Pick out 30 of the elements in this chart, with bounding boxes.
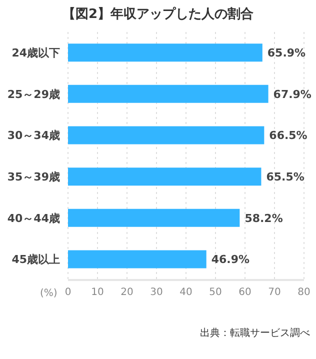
x-tick-label: 70 <box>268 287 281 298</box>
bar <box>68 208 240 227</box>
x-tick-label: 30 <box>150 287 163 298</box>
y-tick-label: 30～34歳 <box>7 129 60 142</box>
data-label: 65.9% <box>267 46 306 60</box>
y-tick-label: 24歳以下 <box>12 46 60 60</box>
y-tick-label: 45歳以上 <box>12 253 60 266</box>
bar <box>68 126 264 144</box>
bar <box>68 250 206 268</box>
x-tick-label: 40 <box>180 287 192 298</box>
bar <box>68 84 268 103</box>
data-label: 67.9% <box>273 88 312 101</box>
y-tick-label: 25～29歳 <box>7 88 60 101</box>
x-tick-label: 80 <box>298 287 310 298</box>
data-label: 46.9% <box>211 253 250 266</box>
chart-title: 【図2】年収アップした人の割合 <box>61 6 255 23</box>
y-tick-label: 35～39歳 <box>7 170 60 184</box>
bar <box>68 44 262 62</box>
data-label: 58.2% <box>244 212 283 225</box>
x-tick-label: 10 <box>91 287 104 298</box>
data-label: 66.5% <box>269 129 308 142</box>
x-tick-label: 50 <box>209 287 222 298</box>
x-tick-label: 20 <box>120 287 134 298</box>
x-tick-label: 0 <box>64 287 72 298</box>
source-note: 出典：転職サービス調べ <box>200 326 310 340</box>
bar <box>68 168 262 186</box>
x-tick-label: 60 <box>238 287 252 298</box>
data-label: 65.5% <box>266 170 304 184</box>
x-axis-title: (%) <box>40 288 58 299</box>
y-tick-label: 40～44歳 <box>7 212 60 225</box>
